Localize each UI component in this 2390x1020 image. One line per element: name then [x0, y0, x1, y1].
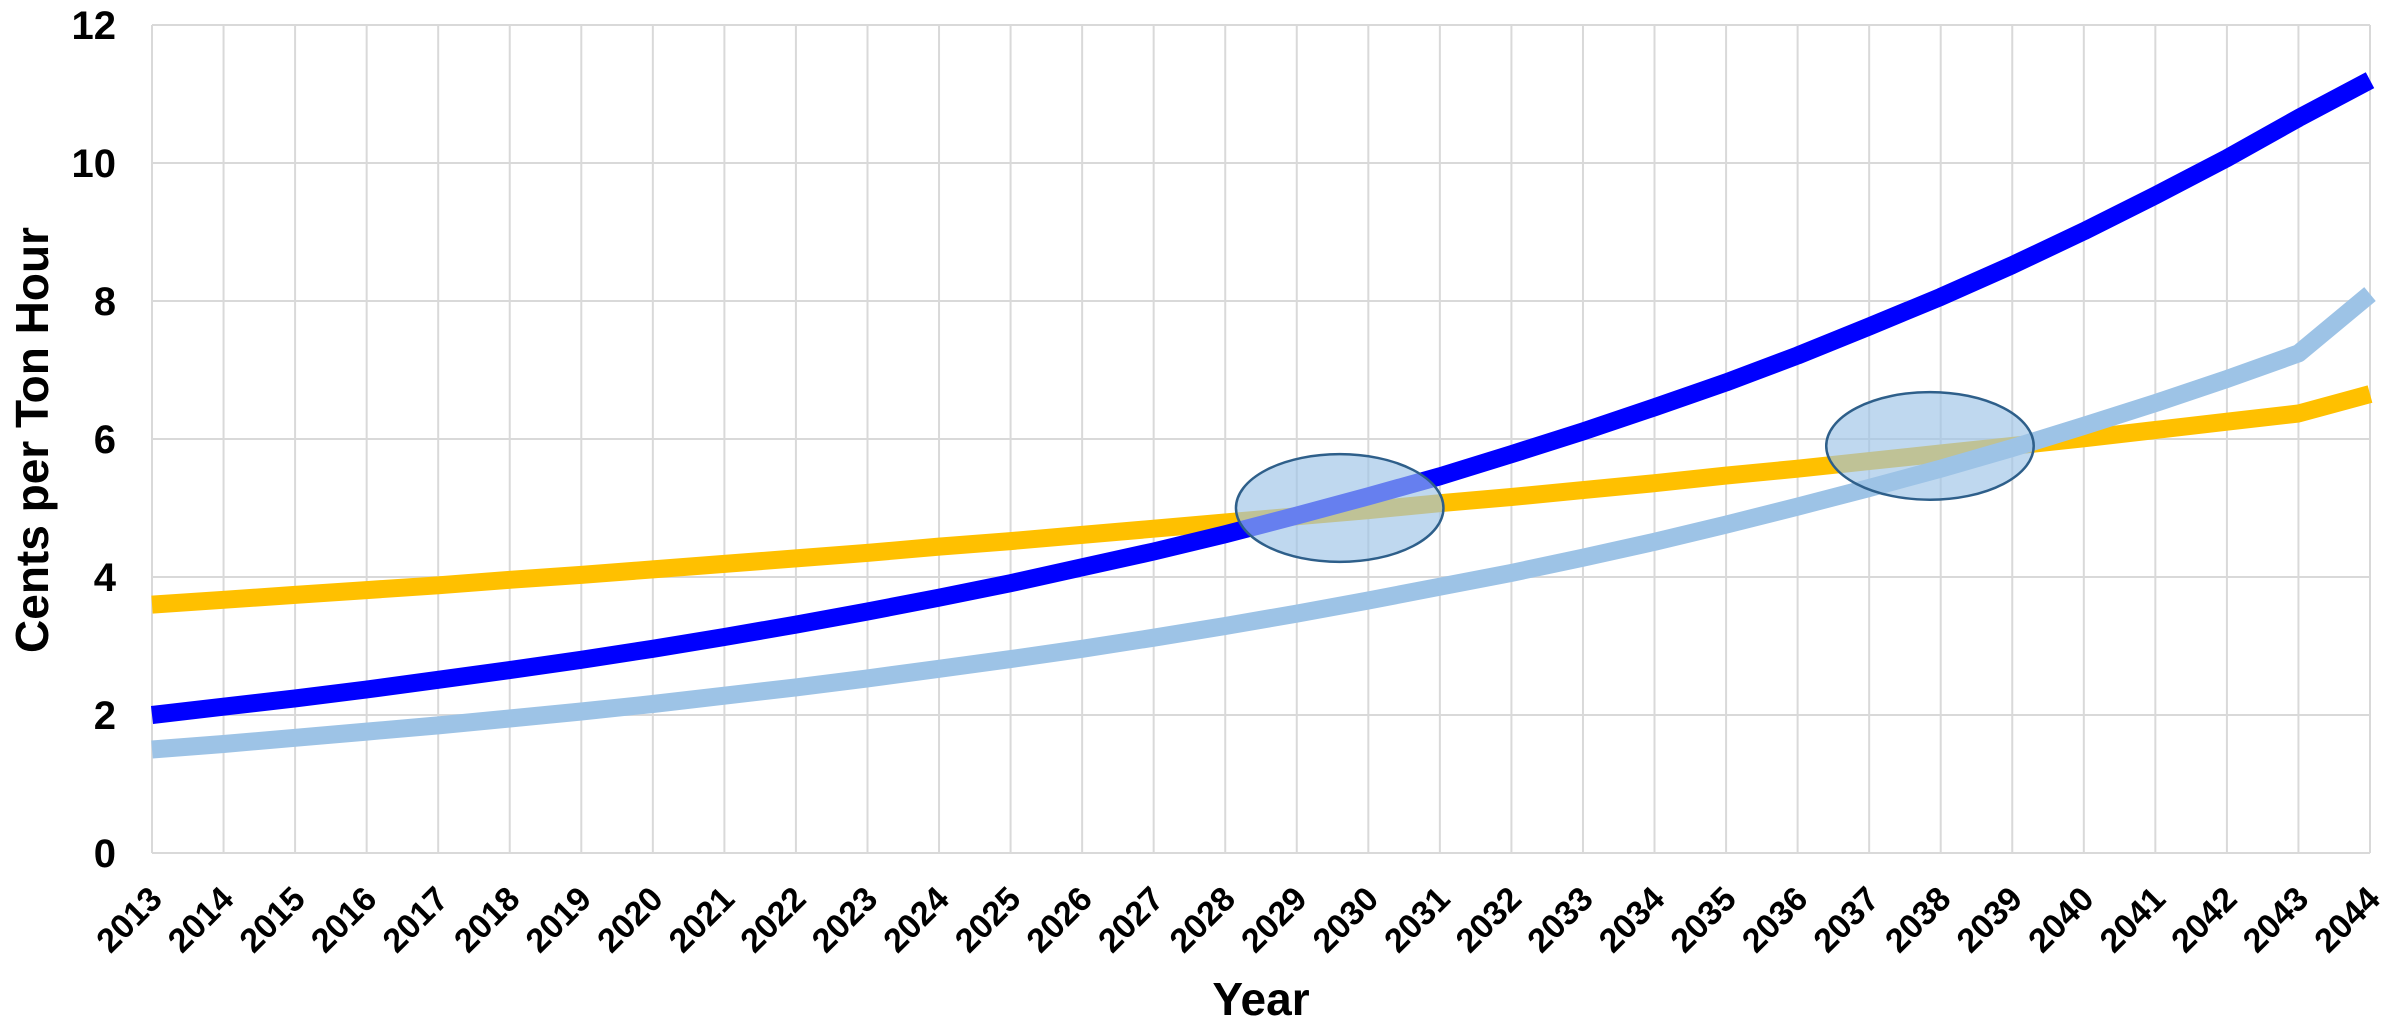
x-tick-label: 2039 — [1950, 880, 2030, 960]
x-tick-label: 2040 — [2021, 880, 2101, 960]
y-tick-label: 8 — [94, 280, 116, 324]
x-tick-label: 2027 — [1091, 880, 1171, 960]
x-tick-label: 2013 — [89, 880, 169, 960]
x-tick-label: 2024 — [876, 880, 956, 960]
x-axis-ticks: 2013201420152016201720182019202020212022… — [89, 880, 2387, 960]
y-tick-label: 0 — [94, 832, 116, 876]
x-tick-label: 2033 — [1520, 880, 1600, 960]
highlight-ellipse-2 — [1824, 390, 2035, 501]
x-tick-label: 2022 — [733, 880, 813, 960]
x-tick-label: 2015 — [232, 880, 312, 960]
y-tick-label: 12 — [72, 4, 117, 48]
y-tick-label: 10 — [72, 142, 117, 186]
x-tick-label: 2030 — [1306, 880, 1386, 960]
highlight-ellipse-1 — [1234, 452, 1445, 564]
x-tick-label: 2034 — [1592, 880, 1672, 960]
x-tick-label: 2043 — [2236, 880, 2316, 960]
y-axis-ticks: 0 2 4 6 8 10 12 — [72, 4, 117, 876]
x-tick-label: 2041 — [2093, 880, 2173, 960]
x-tick-label: 2035 — [1663, 880, 1743, 960]
y-tick-label: 4 — [94, 556, 117, 600]
x-tick-label: 2017 — [375, 880, 455, 960]
x-tick-label: 2042 — [2164, 880, 2244, 960]
x-tick-label: 2028 — [1163, 880, 1243, 960]
y-tick-label: 6 — [94, 418, 116, 462]
x-tick-label: 2037 — [1806, 880, 1886, 960]
x-tick-label: 2036 — [1735, 880, 1815, 960]
series-lines — [150, 72, 2376, 759]
x-tick-label: 2025 — [948, 880, 1028, 960]
x-tick-label: 2026 — [1019, 880, 1099, 960]
x-tick-label: 2016 — [304, 880, 384, 960]
x-tick-label: 2032 — [1449, 880, 1529, 960]
x-tick-label: 2021 — [662, 880, 742, 960]
y-axis-title: Cents per Ton Hour — [6, 227, 58, 653]
x-tick-label: 2014 — [161, 880, 241, 960]
x-tick-label: 2044 — [2307, 880, 2387, 960]
x-tick-label: 2031 — [1377, 880, 1457, 960]
y-tick-label: 2 — [94, 694, 116, 738]
x-axis-title: Year — [1212, 973, 1309, 1020]
x-tick-label: 2023 — [805, 880, 885, 960]
x-tick-label: 2018 — [447, 880, 527, 960]
x-tick-label: 2020 — [590, 880, 670, 960]
x-tick-label: 2029 — [1234, 880, 1314, 960]
x-tick-label: 2019 — [519, 880, 599, 960]
annotation-ellipses — [1234, 390, 2035, 564]
x-tick-label: 2038 — [1878, 880, 1958, 960]
